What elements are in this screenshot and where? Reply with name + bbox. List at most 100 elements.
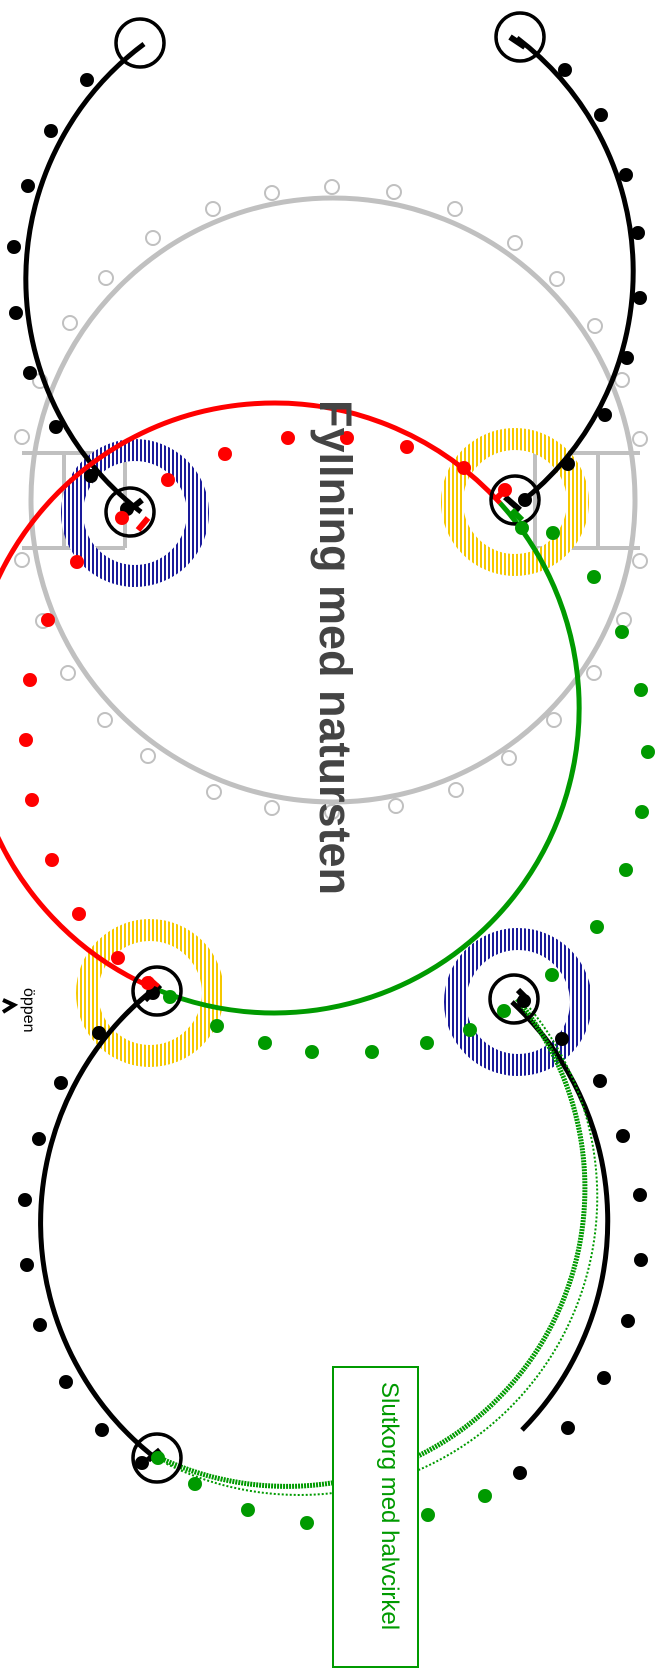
green-bead xyxy=(305,1045,319,1059)
green-bead xyxy=(365,1045,379,1059)
red-bead xyxy=(70,555,84,569)
green-bead xyxy=(634,683,648,697)
red-bead xyxy=(281,431,295,445)
blue-ring-bottom-right xyxy=(444,928,592,1076)
gray-open-bead xyxy=(97,712,113,728)
gray-open-bead xyxy=(264,800,280,816)
black-bead xyxy=(92,1026,106,1040)
gray-open-bead xyxy=(98,270,114,286)
yellow-ring-bottom-left xyxy=(76,919,224,1067)
gray-open-bead xyxy=(62,315,78,331)
red-beads xyxy=(19,431,512,990)
gray-open-bead xyxy=(507,235,523,251)
red-bead xyxy=(457,461,471,475)
yellow-ring-top-right xyxy=(441,428,589,576)
green-bead xyxy=(210,1019,224,1033)
green-bead xyxy=(619,863,633,877)
green-striped-arc-bottom xyxy=(158,997,599,1496)
label-box: Slutkorg med halvcirkel xyxy=(332,1366,419,1668)
gray-open-beads xyxy=(14,179,648,820)
green-bead xyxy=(300,1516,314,1530)
gray-open-bead xyxy=(546,712,562,728)
gray-open-bead xyxy=(447,201,463,217)
black-bead xyxy=(44,124,58,138)
gray-open-bead xyxy=(632,431,648,447)
gray-open-bead xyxy=(586,665,602,681)
black-arc-top-left xyxy=(23,41,146,514)
black-bead xyxy=(631,226,645,240)
red-arc xyxy=(0,400,502,993)
red-bead xyxy=(23,673,37,687)
blue-ring-top-left xyxy=(61,439,209,587)
black-bead xyxy=(23,366,37,380)
green-bead xyxy=(546,526,560,540)
gray-open-bead xyxy=(206,784,222,800)
red-bead xyxy=(161,473,175,487)
green-bead xyxy=(421,1508,435,1522)
black-bead xyxy=(561,1421,575,1435)
green-bead xyxy=(241,1503,255,1517)
gray-open-bead xyxy=(448,782,464,798)
green-bead xyxy=(635,805,649,819)
gray-open-bead xyxy=(388,798,404,814)
gray-open-bead xyxy=(324,179,340,195)
gray-open-bead xyxy=(140,748,156,764)
black-bead xyxy=(621,1314,635,1328)
black-bead xyxy=(517,994,531,1008)
green-bead xyxy=(163,990,177,1004)
black-arc-bottom xyxy=(38,987,611,1462)
black-bead xyxy=(634,1253,648,1267)
green-bead xyxy=(258,1036,272,1050)
black-bead xyxy=(95,1423,109,1437)
green-arc xyxy=(157,501,582,1016)
black-bead xyxy=(20,1258,34,1272)
red-bead xyxy=(111,951,125,965)
green-bead xyxy=(615,625,629,639)
black-bead xyxy=(633,291,647,305)
red-bead xyxy=(72,907,86,921)
red-bead xyxy=(498,483,512,497)
black-bead xyxy=(84,469,98,483)
black-bead xyxy=(513,1466,527,1480)
black-bead xyxy=(558,63,572,77)
open-label: öppen xyxy=(20,988,37,1033)
black-bead xyxy=(9,306,23,320)
black-bead xyxy=(49,420,63,434)
green-bead xyxy=(478,1489,492,1503)
green-bead xyxy=(641,745,655,759)
green-bead xyxy=(188,1477,202,1491)
black-bead xyxy=(7,240,21,254)
red-bead xyxy=(218,447,232,461)
diagram-title: Fyllning med natursten xyxy=(310,400,361,895)
black-bead xyxy=(597,1371,611,1385)
green-bead xyxy=(515,521,529,535)
red-bead xyxy=(141,976,155,990)
green-bead xyxy=(420,1036,434,1050)
black-bead xyxy=(32,1132,46,1146)
green-bead xyxy=(463,1023,477,1037)
green-bead xyxy=(587,570,601,584)
black-bead xyxy=(594,108,608,122)
black-bead xyxy=(555,1032,569,1046)
black-beads xyxy=(7,63,648,1480)
black-bead xyxy=(59,1375,73,1389)
black-bead xyxy=(80,73,94,87)
gray-open-bead xyxy=(264,185,280,201)
gray-open-bead xyxy=(614,372,630,388)
black-bead xyxy=(21,179,35,193)
green-bead xyxy=(151,1451,165,1465)
red-bead xyxy=(25,793,39,807)
black-bead xyxy=(619,168,633,182)
black-bead xyxy=(518,493,532,507)
green-bead xyxy=(590,920,604,934)
gray-open-bead xyxy=(324,804,340,820)
gray-open-bead xyxy=(587,318,603,334)
black-bead xyxy=(135,1456,149,1470)
green-bead xyxy=(497,1004,511,1018)
gray-open-bead xyxy=(632,553,648,569)
gray-open-bead xyxy=(386,184,402,200)
black-bead xyxy=(633,1188,647,1202)
gray-open-bead xyxy=(549,271,565,287)
red-bead xyxy=(115,511,129,525)
